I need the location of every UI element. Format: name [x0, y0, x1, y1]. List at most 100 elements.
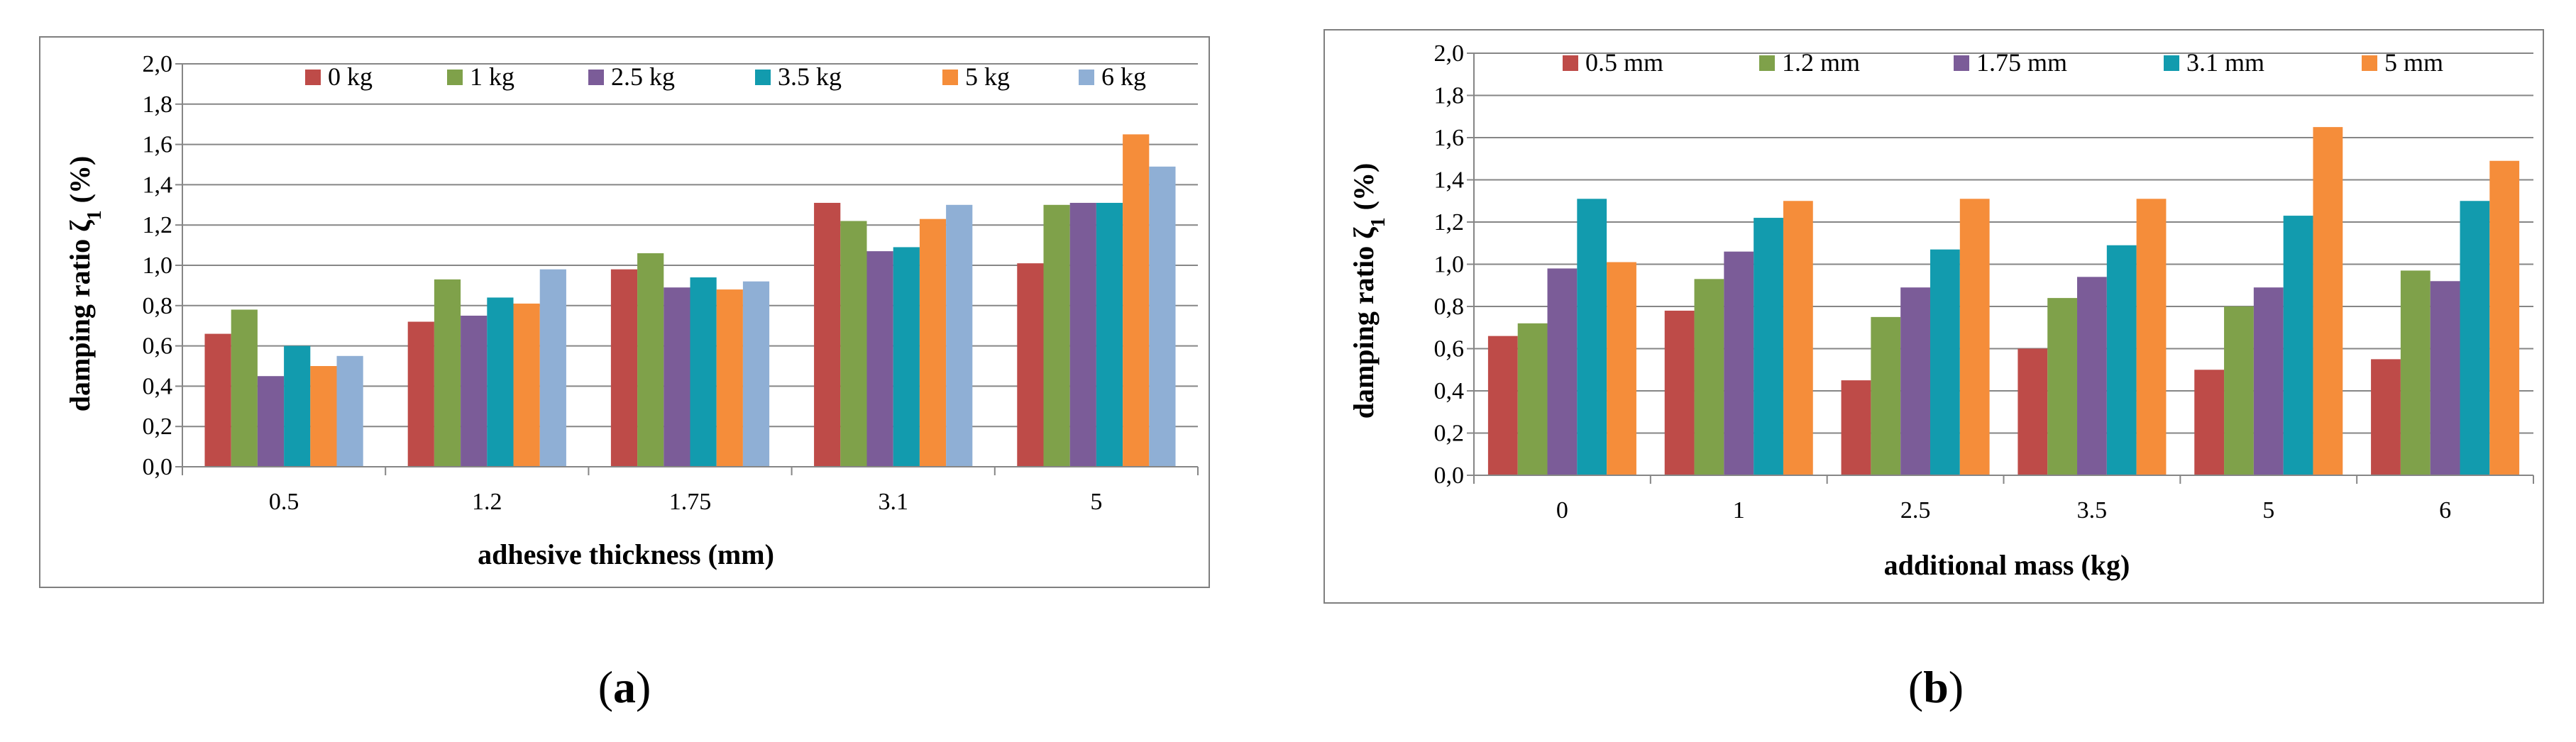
chart-a-legend: 0 kg 1 kg 2.5 kg 3.5 kg 5 kg 6 kg [305, 62, 1146, 91]
chart-a-bars [204, 134, 1176, 467]
chart-b-x-ticks: 0 1 2.5 3.5 5 6 [1473, 475, 2534, 524]
y-tick-label: 1,0 [143, 253, 173, 279]
bar-5mm-2_5 [1959, 199, 1990, 475]
bar-1_2mm-1 [1694, 279, 1724, 475]
y-tick-label: 1,2 [143, 212, 173, 238]
y-tick-label: 0,4 [1434, 378, 1465, 404]
chart-b-x-axis-title: additional mass (kg) [1884, 549, 2130, 581]
chart-a-x-ticks: 0.5 1.2 1.75 3.1 5 [182, 467, 1199, 515]
bar-1_2mm-0 [1517, 323, 1548, 475]
bar-1kg-0_5 [231, 309, 258, 467]
bar-5kg-1_2 [513, 303, 540, 467]
x-tick-label: 0.5 [269, 489, 299, 515]
bar-1_75mm-6 [2430, 281, 2460, 475]
bar-3_1mm-6 [2460, 201, 2490, 475]
bar-3_1mm-3_5 [2106, 245, 2137, 475]
legend-swatch [1563, 55, 1578, 71]
legend-label: 0 kg [328, 62, 373, 91]
legend-swatch [588, 70, 604, 85]
legend-label: 5 kg [965, 62, 1010, 91]
panel-label-a: (a) [598, 662, 651, 712]
y-tick-label: 1,8 [143, 92, 173, 118]
bar-5kg-1_75 [716, 289, 743, 467]
y-tick-label: 1,4 [1434, 167, 1465, 194]
chart-b-y-axis-title: damping ratio ζ1 (%) [1348, 163, 1389, 419]
bar-1_75mm-2_5 [1900, 287, 1930, 475]
y-tick-label: 0,2 [1434, 421, 1465, 447]
y-tick-label: 0,8 [1434, 294, 1465, 320]
bar-5mm-6 [2489, 160, 2520, 475]
bar-3_1mm-1 [1754, 218, 1783, 475]
bar-2_5kg-3_1 [866, 251, 893, 467]
bar-0_5mm-1 [1664, 310, 1695, 475]
bar-1kg-5 [1043, 204, 1070, 467]
legend-swatch [447, 70, 463, 85]
legend-swatch [2164, 55, 2179, 71]
y-tick-label: 0,0 [1434, 463, 1465, 489]
bar-3_5kg-0_5 [284, 345, 311, 467]
bar-3_1mm-5 [2283, 216, 2313, 475]
legend-swatch [1954, 55, 1969, 71]
bar-6kg-1_2 [539, 269, 566, 467]
bar-0kg-0_5 [204, 333, 231, 467]
y-tick-label: 0,4 [143, 373, 173, 399]
bar-3_1mm-0 [1577, 199, 1607, 475]
chart-a-y-ticks: 0,0 0,2 0,4 0,6 0,8 1,0 1,2 1,4 1,6 1,8 2,0 [143, 51, 182, 480]
y-tick-label: 0,0 [143, 454, 173, 480]
y-tick-label: 2,0 [1434, 40, 1465, 67]
bar-2_5kg-0_5 [257, 376, 285, 467]
y-tick-label: 1,0 [1434, 252, 1465, 278]
bar-0kg-5 [1017, 263, 1044, 467]
bar-1kg-1_2 [434, 279, 461, 467]
chart-a-y-axis-title: damping ratio ζ1 (%) [64, 156, 106, 412]
legend-label: 1.75 mm [1976, 48, 2067, 77]
bar-1kg-3_1 [840, 221, 867, 467]
bar-5kg-5 [1123, 134, 1150, 467]
bar-3_5kg-1_75 [690, 277, 717, 467]
legend-label: 1 kg [470, 62, 514, 91]
bar-1_75mm-0 [1547, 268, 1578, 475]
x-tick-label: 3.5 [2077, 497, 2108, 524]
bar-3_1mm-2_5 [1930, 249, 1960, 475]
legend-swatch [1759, 55, 1775, 71]
bar-6kg-1_75 [742, 281, 770, 467]
y-tick-label: 0,2 [143, 414, 173, 440]
legend-swatch [2362, 55, 2377, 71]
bar-3_5kg-1_2 [487, 297, 514, 467]
bar-0_5mm-3_5 [2018, 348, 2048, 475]
chart-b-gridlines [1474, 52, 2533, 434]
x-tick-label: 6 [2439, 497, 2451, 524]
bar-1_75mm-5 [2253, 287, 2284, 475]
chart-panel-a: 0,0 0,2 0,4 0,6 0,8 1,0 1,2 1,4 1,6 1,8 2,0 0.5 1.2… [39, 36, 1210, 588]
y-tick-label: 1,4 [143, 172, 173, 198]
panel-label-b: (b) [1908, 662, 1964, 712]
bar-0_5mm-2_5 [1841, 380, 1871, 475]
x-tick-label: 1 [1733, 497, 1745, 524]
x-tick-label: 0 [1556, 497, 1568, 524]
y-tick-label: 2,0 [143, 51, 173, 77]
y-tick-label: 0,6 [143, 333, 173, 360]
x-tick-label: 1.75 [669, 489, 712, 515]
y-tick-label: 1,6 [1434, 125, 1465, 151]
legend-label: 3.5 kg [778, 62, 842, 91]
x-tick-label: 3.1 [878, 489, 908, 515]
bar-5mm-5 [2313, 127, 2343, 475]
bar-1_75mm-3_5 [2077, 277, 2107, 475]
bar-6kg-0_5 [336, 355, 363, 467]
chart-panel-b: 0,0 0,2 0,4 0,6 0,8 1,0 1,2 1,4 1,6 1,8 2,0 0 1 2.5 3… [1323, 29, 2544, 604]
bar-5mm-3_5 [2136, 199, 2167, 475]
bar-0_5mm-5 [2194, 370, 2225, 475]
y-tick-label: 0,6 [1434, 336, 1465, 362]
bar-1_75mm-1 [1724, 251, 1754, 475]
x-tick-label: 2.5 [1900, 497, 1931, 524]
bar-2_5kg-5 [1069, 202, 1096, 467]
bar-3_5kg-3_1 [893, 247, 920, 467]
legend-swatch [942, 70, 958, 85]
y-tick-label: 1,2 [1434, 209, 1465, 236]
bar-2_5kg-1_2 [461, 316, 488, 467]
x-tick-label: 5 [1090, 489, 1102, 515]
bar-5mm-0 [1607, 262, 1636, 475]
chart-b-bars [1487, 127, 2520, 475]
chart-a-x-axis-title: adhesive thickness (mm) [478, 538, 774, 570]
